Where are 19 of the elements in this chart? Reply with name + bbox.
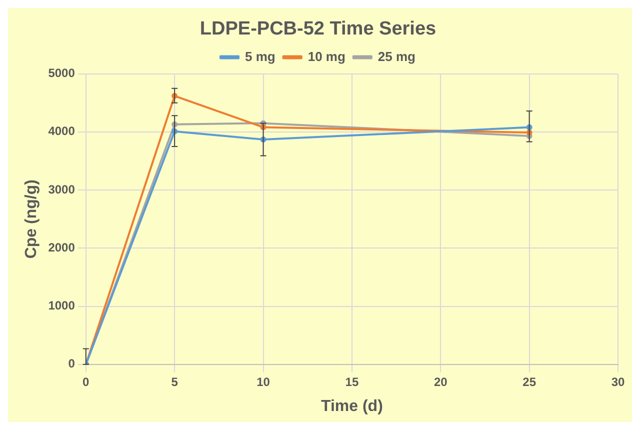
x-tick-label: 30 (611, 374, 625, 389)
y-tick-label: 0 (68, 356, 76, 371)
x-tick-label: 20 (434, 374, 448, 389)
legend-label: 10 mg (308, 48, 346, 64)
x-tick-label: 5 (171, 374, 178, 389)
y-tick-label: 2000 (48, 240, 76, 254)
y-tick-label: 4000 (48, 124, 76, 138)
x-tick-label: 10 (256, 374, 270, 389)
y-tick-label: 3000 (48, 182, 76, 196)
legend-label: 5 mg (245, 48, 276, 64)
x-axis-title: Time (d) (320, 398, 383, 415)
x-tick-label: 0 (82, 374, 90, 389)
chart-title: LDPE-PCB-52 Time Series (200, 18, 436, 40)
y-axis-title: Cpe (ng/g) (23, 180, 40, 259)
legend-label: 25 mg (378, 48, 416, 64)
x-tick-label: 15 (345, 374, 359, 389)
y-tick-label: 5000 (48, 66, 76, 80)
x-tick-label: 25 (522, 374, 536, 389)
y-tick-label: 1000 (48, 298, 76, 313)
